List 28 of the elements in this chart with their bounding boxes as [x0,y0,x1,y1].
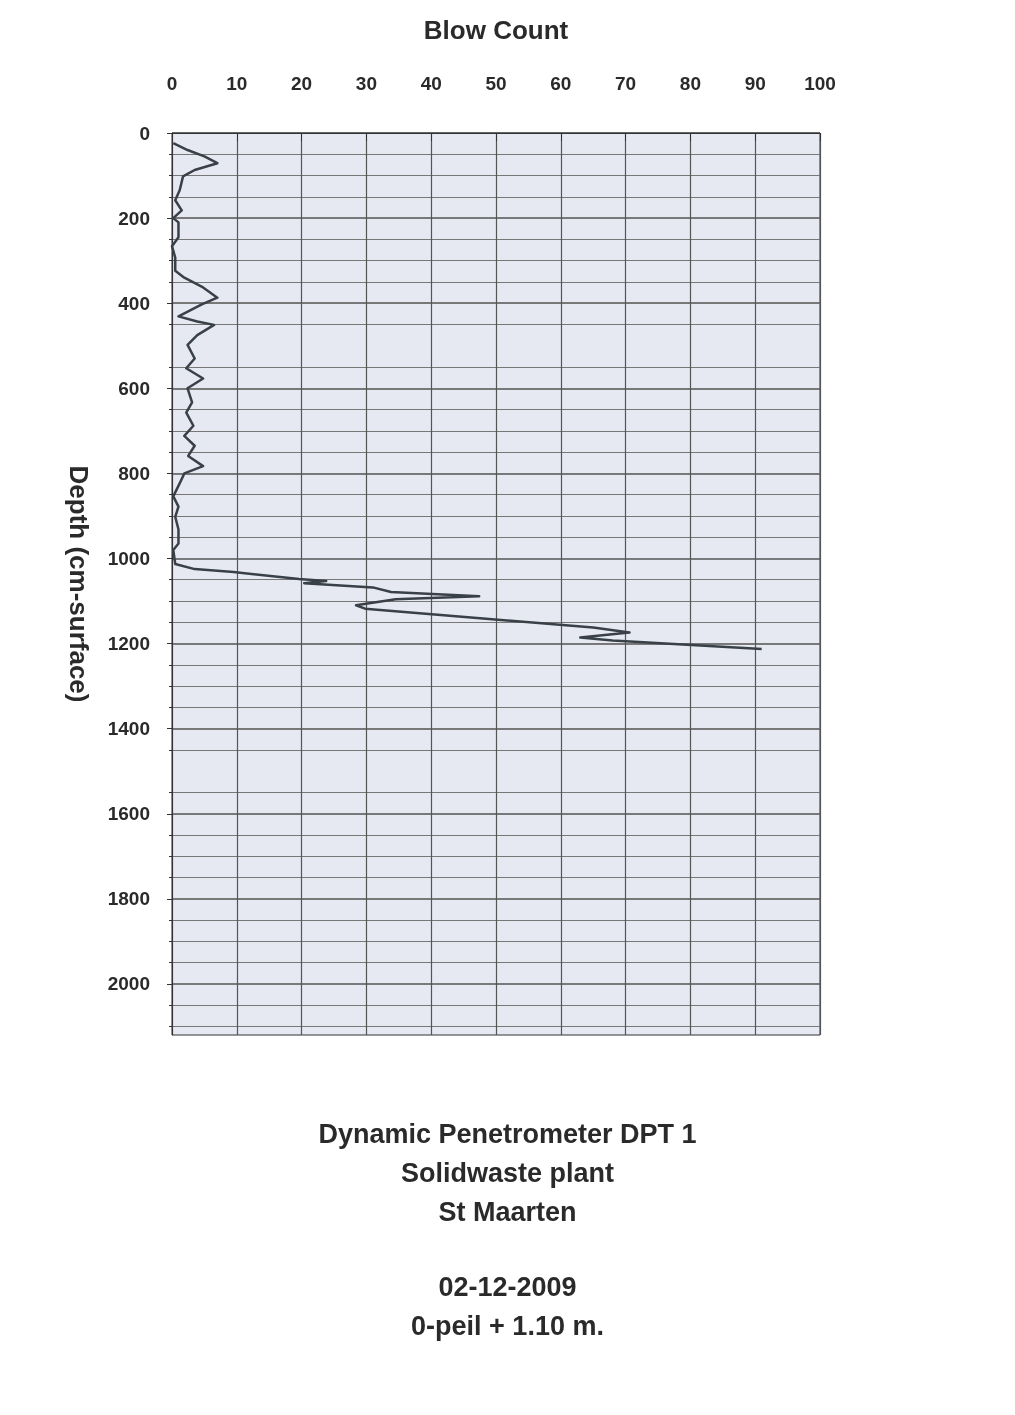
y-tick-label: 1600 [107,803,150,825]
y-tick-label: 2000 [107,973,150,995]
x-tick-label: 90 [744,73,766,94]
y-tick-label: 600 [118,377,150,399]
y-tick-label: 200 [118,207,150,229]
x-tick-label: 30 [355,73,377,94]
x-tick-label: 40 [420,73,442,94]
text: Dynamic Penetrometer DPT 1 Solidwaste plant St Maarten [318,1118,697,1227]
x-tick-label: 80 [679,73,701,94]
y-tick-label: 1400 [107,718,150,740]
x-tick-label: 60 [550,73,572,94]
x-axis-title: Blow Count [423,15,569,45]
y-tick-label: 0 [139,122,150,144]
x-tick-label: 10 [226,73,248,94]
y-tick-label: 800 [118,462,150,484]
y-axis-title: Depth (cm-surface) [64,465,94,703]
x-tick-label: 100 [804,73,836,94]
text: 02-12-2009 [438,1271,577,1302]
text: 0-peil + 1.10 m. [411,1310,604,1341]
y-tick-label: 400 [118,292,150,314]
x-tick-label: 20 [291,73,313,94]
y-tick-label: 1200 [107,633,150,655]
y-tick-label: 1800 [107,888,150,910]
line-series [170,141,763,651]
y-tick-label: 1000 [107,547,150,569]
x-tick-label: 0 [166,73,178,94]
x-tick-label: 70 [615,73,637,94]
x-tick-label: 50 [485,73,507,94]
